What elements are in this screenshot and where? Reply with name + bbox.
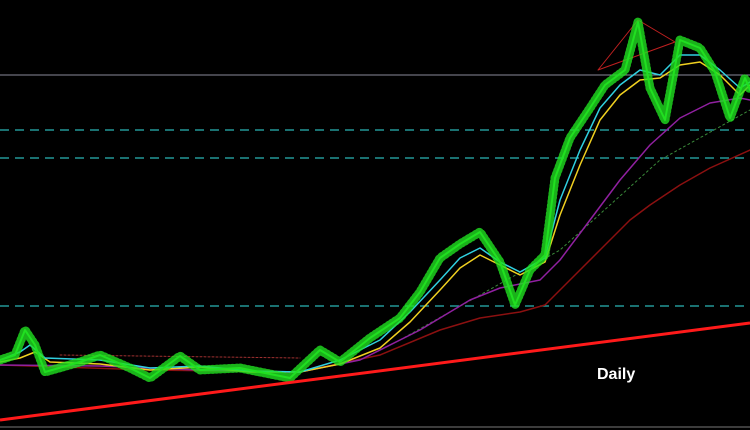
price-candles bbox=[0, 17, 750, 383]
trend-line bbox=[0, 321, 750, 422]
dotted-line bbox=[399, 109, 750, 341]
pattern-lines bbox=[597, 19, 676, 71]
timeframe-label: Daily bbox=[597, 366, 635, 383]
